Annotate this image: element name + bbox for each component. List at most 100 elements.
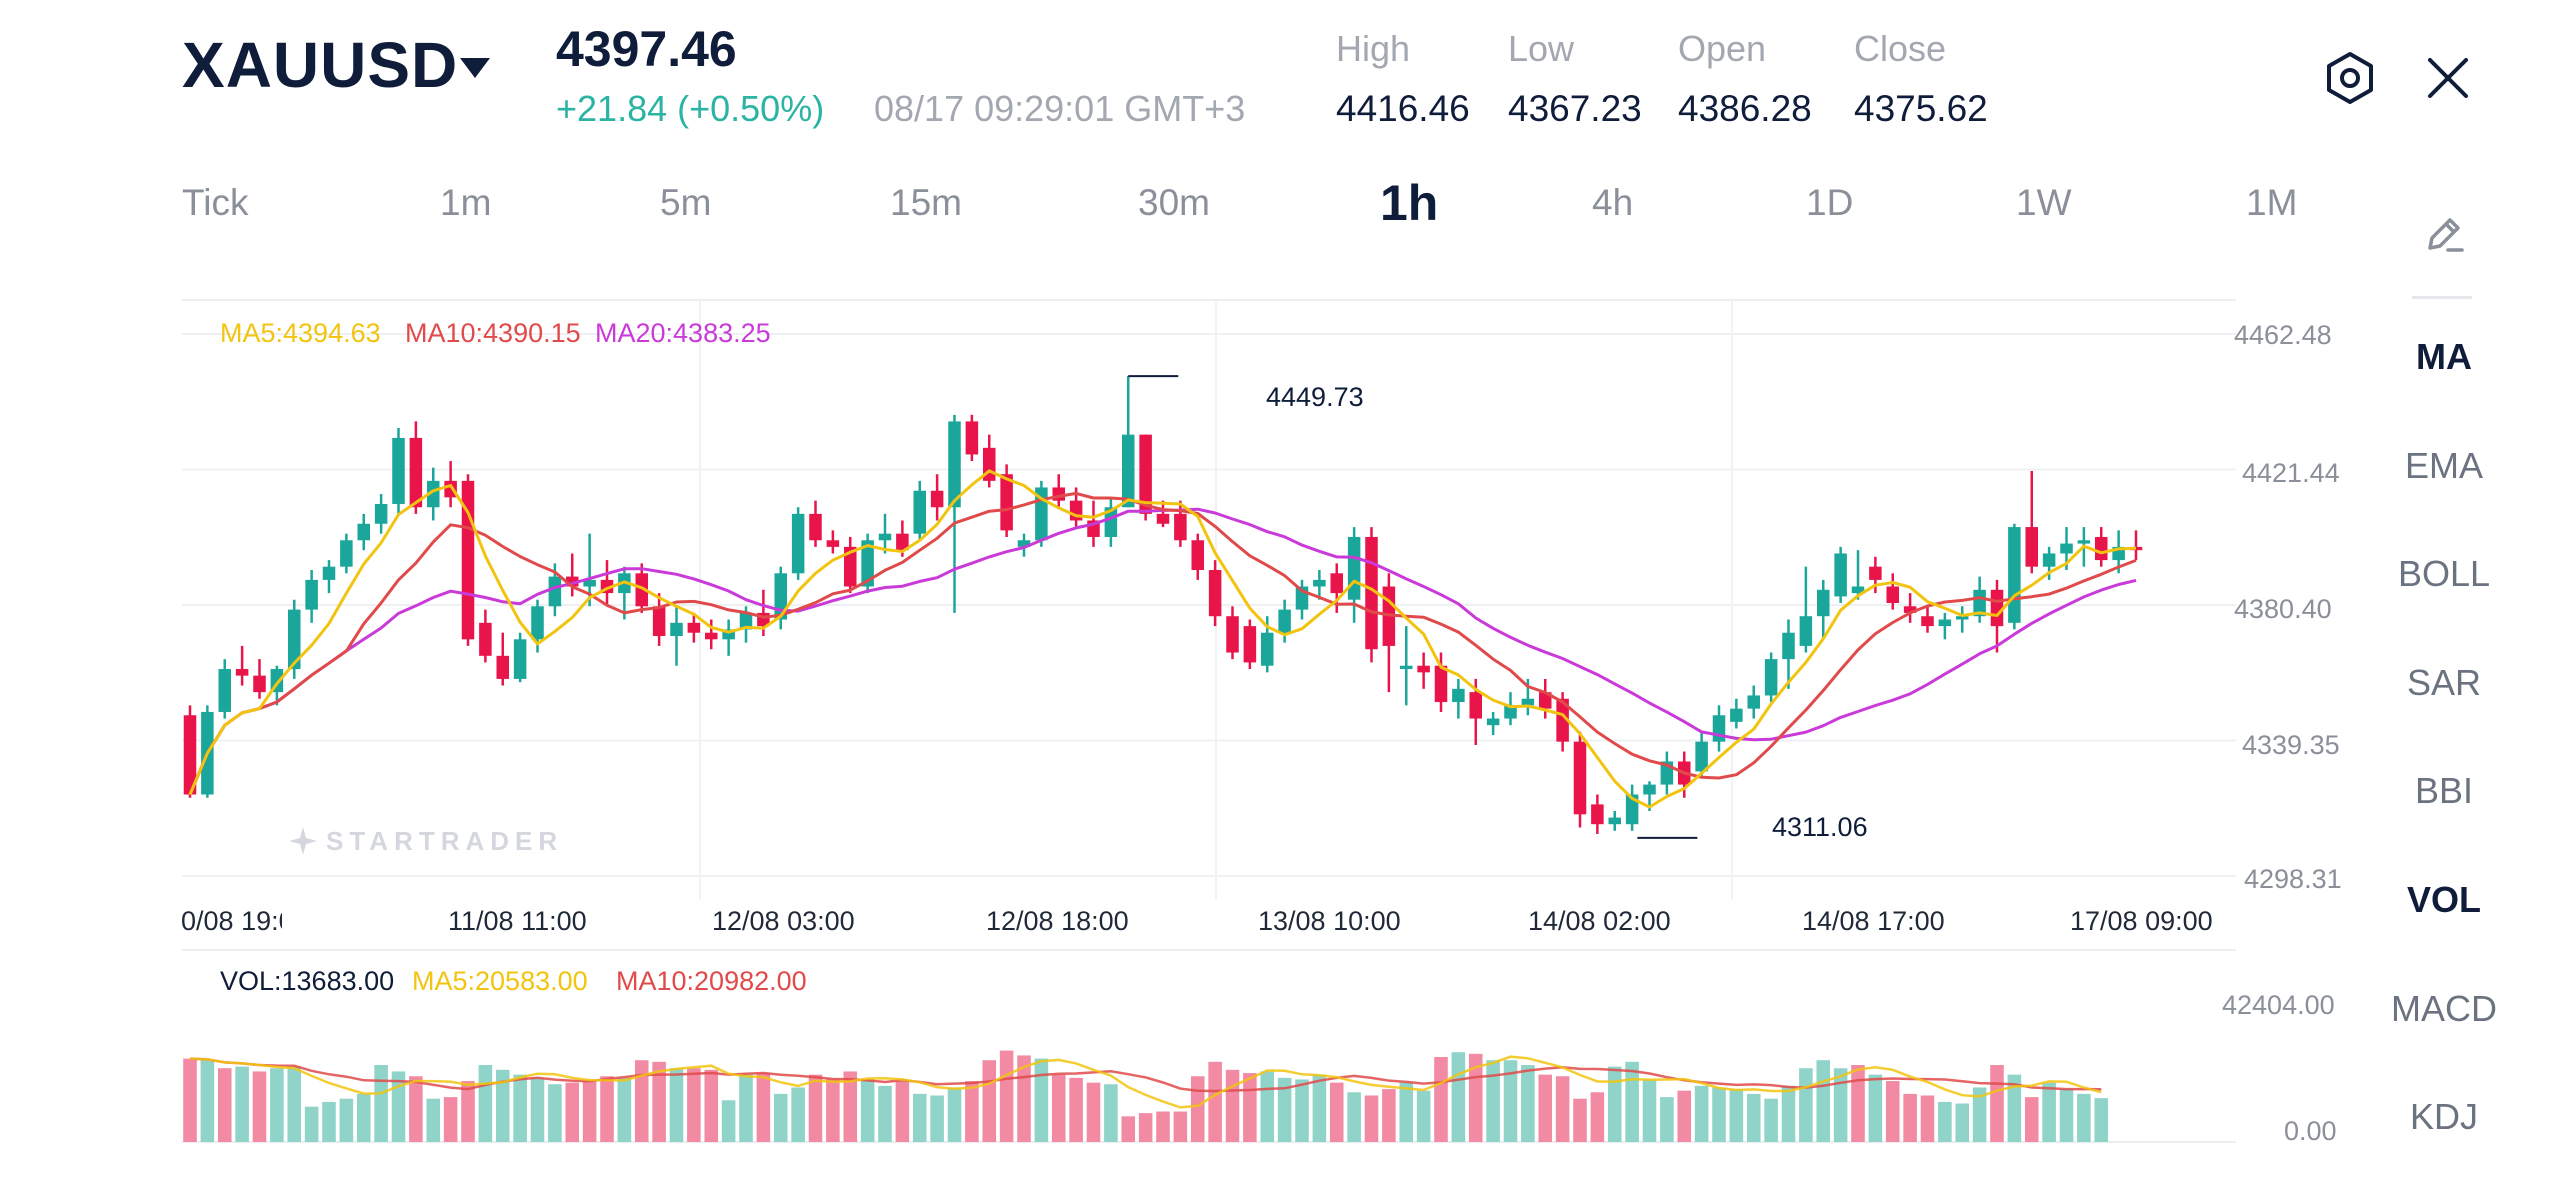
volume-bar <box>304 1106 319 1142</box>
volume-bar <box>791 1087 805 1142</box>
candle-body <box>1625 794 1639 825</box>
volume-bar <box>565 1082 580 1142</box>
volume-bar <box>617 1077 632 1142</box>
candle-body <box>2008 527 2021 623</box>
volume-bar <box>843 1071 858 1142</box>
indicator-bbi[interactable]: BBI <box>2414 770 2474 811</box>
symbol-title[interactable]: XAUUSD <box>182 29 459 101</box>
candle-body <box>878 533 892 541</box>
volume-bar <box>1694 1085 1709 1142</box>
candle-body <box>826 540 840 547</box>
volume-bar <box>339 1098 354 1142</box>
volume-tick-label: 0.00 <box>2284 1116 2337 1146</box>
volume-bar <box>200 1060 215 1142</box>
volume-bar <box>930 1095 944 1142</box>
tab-tick[interactable]: Tick <box>182 182 249 223</box>
price-change: +21.84 (+0.50%) <box>556 88 825 129</box>
low-label: Low <box>1508 28 1575 69</box>
candle-body <box>218 669 232 712</box>
pencil-draw-icon[interactable] <box>2420 210 2468 258</box>
volume-bar <box>1607 1066 1622 1142</box>
indicator-vol[interactable]: VOL <box>2406 879 2481 920</box>
volume-bar <box>2094 1098 2109 1142</box>
candle-body <box>1452 688 1465 703</box>
candle-body <box>392 437 405 504</box>
tab-30m[interactable]: 30m <box>1138 182 1210 223</box>
volume-bar <box>252 1071 267 1142</box>
indicator-boll[interactable]: BOLL <box>2397 553 2491 594</box>
candle-body <box>809 513 822 541</box>
tab-4h[interactable]: 4h <box>1592 182 1634 223</box>
candle-body <box>409 437 423 508</box>
tab-1d[interactable]: 1D <box>1806 182 1854 223</box>
volume-bar <box>1156 1111 1170 1142</box>
close-icon[interactable] <box>2424 54 2472 102</box>
candle-body <box>513 639 527 679</box>
candle-body <box>1990 589 2004 627</box>
volume-bar <box>1746 1093 1761 1142</box>
y-tick-label: 4380.40 <box>2234 594 2332 624</box>
low-value: 4367.23 <box>1508 88 1642 129</box>
candle-body <box>1556 698 1569 742</box>
candle-body <box>305 579 318 610</box>
indicator-kdj[interactable]: KDJ <box>2409 1096 2478 1137</box>
volume-bar <box>1642 1079 1657 1142</box>
volume-bar <box>426 1098 441 1142</box>
candle-body <box>1730 708 1743 722</box>
candle-body <box>479 622 492 656</box>
candle-body <box>791 513 805 574</box>
candle-body <box>2042 553 2056 567</box>
volume-bar <box>391 1071 406 1142</box>
ma5-line <box>188 469 2137 809</box>
indicator-macd[interactable]: MACD <box>2391 988 2497 1029</box>
volume-bar <box>704 1069 719 1142</box>
candle-body <box>2060 543 2073 554</box>
volume-bar <box>2007 1074 2022 1142</box>
candle-body <box>1226 616 1239 653</box>
candle-body <box>1747 695 1761 709</box>
symbol-dropdown-icon[interactable] <box>460 58 490 78</box>
y-tick-label: 4462.48 <box>2234 320 2332 350</box>
tab-1m[interactable]: 1m <box>440 182 492 223</box>
candle-body <box>235 669 249 676</box>
volume-bar <box>1903 1093 1917 1142</box>
volume-bar <box>773 1093 788 1142</box>
indicator-ema[interactable]: EMA <box>2404 445 2483 486</box>
candle-body <box>1938 619 1952 627</box>
settings-hexagon-icon[interactable] <box>2322 50 2378 106</box>
candle-body <box>704 632 718 640</box>
candle-body <box>739 612 753 630</box>
tab-1mo[interactable]: 1M <box>2246 182 2298 223</box>
volume-bar <box>1295 1079 1309 1142</box>
price-chart[interactable] <box>0 0 2400 1177</box>
tab-15m[interactable]: 15m <box>890 182 962 223</box>
x-tick-label: 13/08 10:00 <box>1258 906 1401 936</box>
vol-legend: VOL:13683.00 <box>220 966 395 996</box>
volume-bar <box>1208 1061 1222 1142</box>
candle-body <box>1712 715 1726 742</box>
indicator-sar[interactable]: SAR <box>2406 662 2482 703</box>
x-tick-label: 12/08 18:00 <box>986 906 1129 936</box>
candle-body <box>1869 566 1882 580</box>
tab-5m[interactable]: 5m <box>660 182 712 223</box>
candle-body <box>583 579 596 587</box>
volume-bar <box>982 1060 997 1142</box>
candle-body <box>930 490 944 508</box>
candle-body <box>496 655 510 679</box>
candle-body <box>287 609 301 670</box>
tab-1h[interactable]: 1h <box>1380 175 1439 231</box>
candle-body <box>1816 589 1830 617</box>
volume-bar <box>965 1081 979 1142</box>
tab-1w[interactable]: 1W <box>2016 182 2072 223</box>
ma10-legend: MA10:4390.15 <box>405 318 581 348</box>
candle-body <box>722 629 735 640</box>
candle-body <box>1347 536 1361 600</box>
candle-body <box>2077 540 2091 544</box>
indicator-ma[interactable]: MA <box>2416 336 2472 377</box>
volume-bar <box>1990 1065 2004 1142</box>
high-value: 4416.46 <box>1336 88 1470 129</box>
volume-bar <box>1955 1103 1970 1142</box>
volume-bar <box>1712 1087 1726 1142</box>
volume-bar <box>756 1073 771 1142</box>
close-value: 4375.62 <box>1854 88 1988 129</box>
